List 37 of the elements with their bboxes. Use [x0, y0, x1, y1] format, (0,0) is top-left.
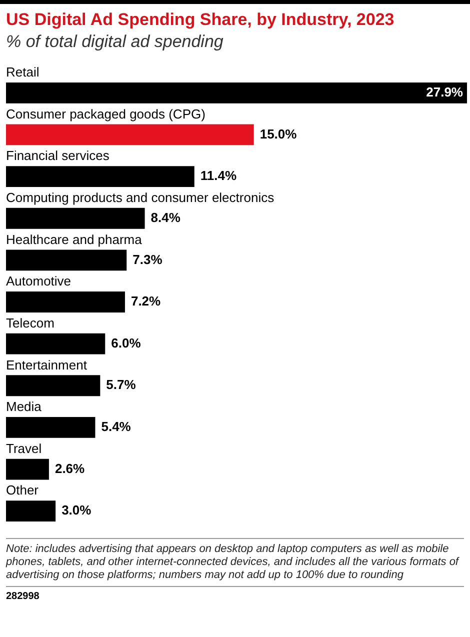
y-tick-label: Consumer packaged goods (CPG) — [6, 106, 206, 122]
bar — [6, 166, 194, 187]
data-label: 15.0% — [260, 126, 298, 142]
bar — [6, 82, 467, 104]
bar — [6, 333, 106, 354]
data-label: 5.4% — [101, 419, 132, 434]
data-label: 11.4% — [200, 168, 237, 184]
text: 282998 — [6, 586, 464, 602]
data-label: 7.3% — [132, 252, 163, 267]
chart-subtitle: % of total digital ad spending — [6, 32, 224, 52]
chart-title: US Digital Ad Spending Share, by Industry, 2023 — [6, 10, 396, 30]
y-tick-label: Telecom — [6, 315, 54, 330]
bar — [6, 208, 145, 229]
y-tick-label: Healthcare and pharma — [6, 232, 143, 247]
y-tick-label: Other — [6, 482, 40, 498]
text: Note: includes advertising that appears on desktop and laptop computers as well as mobile phones, tablets, and other internet-connected devices, and includes all the various formats of advertising on those platforms; numbers may not add up to 100% due to rounding — [6, 538, 464, 582]
data-label: 27.9% — [426, 84, 464, 100]
y-tick-label: Travel — [6, 440, 42, 456]
bar — [6, 124, 254, 146]
bar — [6, 375, 100, 396]
data-label: 8.4% — [150, 210, 181, 225]
bar — [6, 250, 127, 271]
data-label: 3.0% — [62, 502, 92, 518]
bar — [6, 292, 125, 312]
y-tick-label: Automotive — [6, 274, 72, 289]
y-tick-label: Computing products and consumer electronics — [6, 190, 275, 205]
y-tick-label: Entertainment — [6, 357, 88, 372]
y-tick-label: Financial services — [6, 148, 110, 164]
data-label: 6.0% — [111, 335, 142, 350]
y-tick-label: Retail — [6, 64, 40, 80]
bar — [6, 417, 96, 438]
bar — [6, 500, 56, 522]
bar — [6, 458, 49, 480]
data-label: 5.7% — [106, 377, 136, 392]
y-tick-label: Media — [6, 399, 42, 414]
data-label: 7.2% — [130, 294, 162, 309]
data-label: 2.6% — [54, 460, 86, 476]
